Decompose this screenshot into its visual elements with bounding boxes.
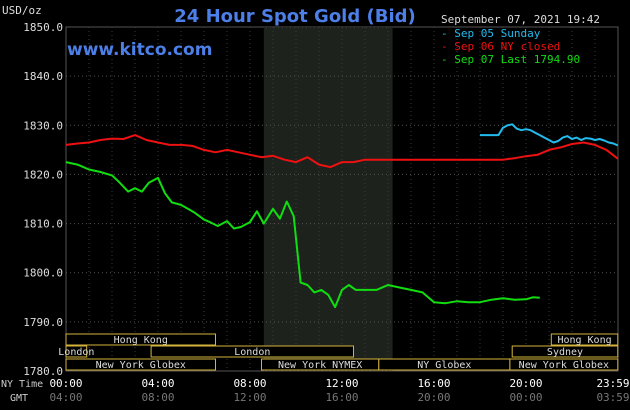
y-tick-label: 1780.0 <box>23 365 63 378</box>
session-bar <box>511 345 619 358</box>
x-tick-label-gmt: 03:59 <box>596 391 629 404</box>
chart-title: 24 Hour Spot Gold (Bid) <box>174 6 415 27</box>
y-tick-label: 1800.0 <box>23 267 63 280</box>
legend: - Sep 05 Sunday - Sep 06 NY closed - Sep… <box>441 27 580 66</box>
session-label: Sydney <box>547 347 583 358</box>
ny-time-label: NY Time <box>1 379 43 390</box>
series-line-0 <box>480 123 619 147</box>
x-tick-label-ny: 04:00 <box>141 377 174 390</box>
x-tick-label-gmt: 20:00 <box>417 391 450 404</box>
horizontal-gridlines <box>66 26 618 372</box>
x-tick-label-gmt: 08:00 <box>141 391 174 404</box>
x-tick-label-gmt: 16:00 <box>325 391 358 404</box>
session-bar <box>150 345 354 358</box>
session-label: London <box>58 347 94 358</box>
session-bar <box>550 333 619 346</box>
legend-entry-sep06: - Sep 06 NY closed <box>441 40 560 53</box>
vertical-gridlines <box>88 27 596 371</box>
market-sessions: Hong Kong Hong Kong London London Sydney New … <box>58 333 619 371</box>
session-label: Hong Kong <box>114 335 168 346</box>
price-series <box>65 123 619 309</box>
x-tick-label-ny: 12:00 <box>325 377 358 390</box>
y-axis-label: USD/oz <box>2 4 42 17</box>
x-tick-label-ny: 08:00 <box>233 377 266 390</box>
x-tick-label-ny: 00:00 <box>49 377 82 390</box>
session-bar <box>65 345 88 358</box>
x-axis-ticks: 00:0004:0004:0008:0008:0012:0012:0016:00… <box>49 377 629 404</box>
trading-hours-shade <box>263 27 393 371</box>
y-tick-label: 1850.0 <box>23 21 63 34</box>
x-tick-label-ny: 16:00 <box>417 377 450 390</box>
session-label: NY Globex <box>417 360 471 371</box>
session-bar <box>65 333 216 346</box>
x-tick-label-ny: 20:00 <box>509 377 542 390</box>
legend-entry-sep07: - Sep 07 Last 1794.90 <box>441 53 580 66</box>
y-tick-label: 1810.0 <box>23 218 63 231</box>
session-bar <box>65 358 216 371</box>
x-tick-label-ny: 23:59 <box>596 377 629 390</box>
session-label: London <box>234 347 270 358</box>
gmt-label: GMT <box>10 393 28 404</box>
x-tick-label-gmt: 00:00 <box>509 391 542 404</box>
y-tick-label: 1820.0 <box>23 168 63 181</box>
website-label: www.kitco.com <box>67 40 212 60</box>
y-tick-label: 1830.0 <box>23 119 63 132</box>
session-label: New York NYMEX <box>278 360 362 371</box>
session-label: New York Globex <box>96 360 186 371</box>
y-tick-label: 1790.0 <box>23 316 63 329</box>
y-tick-label: 1840.0 <box>23 70 63 83</box>
session-bar <box>509 358 619 371</box>
series-line-2 <box>65 161 540 309</box>
timestamp: September 07, 2021 19:42 <box>441 13 600 26</box>
session-label: New York Globex <box>519 360 609 371</box>
y-axis-ticks: 1850.0 1840.0 1830.0 1820.0 1810.0 1800.0 1790… <box>23 21 63 378</box>
x-tick-label-gmt: 04:00 <box>49 391 82 404</box>
session-label: Hong Kong <box>557 335 611 346</box>
x-tick-label-gmt: 12:00 <box>233 391 266 404</box>
legend-entry-sep05: - Sep 05 Sunday <box>441 27 541 40</box>
series-line-1 <box>65 134 619 169</box>
